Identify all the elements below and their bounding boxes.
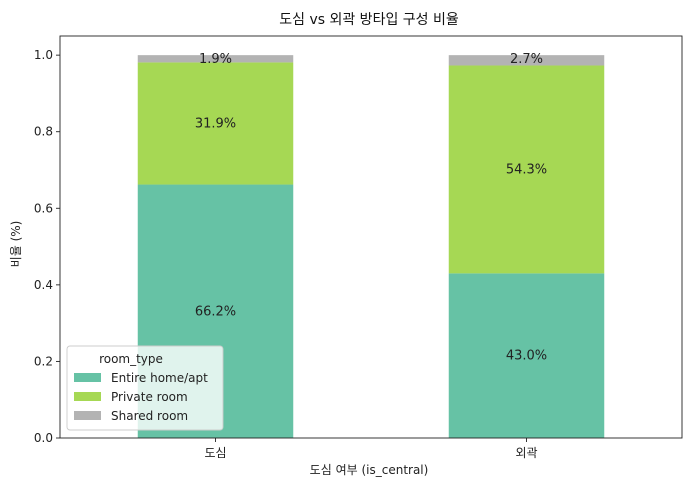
legend: room_type Entire home/apt Private room Shar… [66,345,224,431]
bar-segment [137,62,294,185]
x-axis-label: 도심 여부 (is_central) [310,463,429,477]
bar-segment [448,273,605,438]
bar-segment [448,55,605,66]
legend-box [66,345,224,431]
y-tick-label: 0.4 [34,278,53,292]
y-axis: 0.0 0.2 0.4 0.6 0.8 1.0 [34,48,60,445]
data-label: 66.2% [195,304,236,319]
bar-segment [137,55,294,63]
legend-entry: Entire home/apt [111,371,208,385]
data-label: 2.7% [510,52,543,67]
data-label: 1.9% [199,52,232,67]
x-tick-label: 외곽 [515,446,537,460]
y-tick-label: 1.0 [34,48,53,62]
x-tick-label: 도심 [204,446,226,460]
y-tick-label: 0.8 [34,125,53,139]
bar-segment [448,65,605,274]
legend-swatch [74,411,101,420]
chart-title: 도심 vs 외곽 방타입 구성 비율 [279,12,459,28]
y-axis-label: 비율 (%) [9,221,23,268]
y-tick-label: 0.6 [34,201,53,215]
data-label: 31.9% [195,116,236,131]
y-tick-label: 0.0 [34,431,53,445]
legend-entry: Private room [111,390,188,404]
legend-swatch [74,392,101,401]
data-label: 43.0% [506,349,547,364]
x-axis: 도심 외곽 [204,438,538,460]
legend-swatch [74,373,101,382]
plot-frame [59,35,683,439]
legend-entry: Shared room [111,409,188,423]
y-tick-label: 0.2 [34,354,53,368]
legend-title: room_type [99,352,163,366]
plot-area: 66.2% 31.9% 1.9% 43.0% 54.3% 2.7% [59,35,683,439]
data-label: 54.3% [506,162,547,177]
